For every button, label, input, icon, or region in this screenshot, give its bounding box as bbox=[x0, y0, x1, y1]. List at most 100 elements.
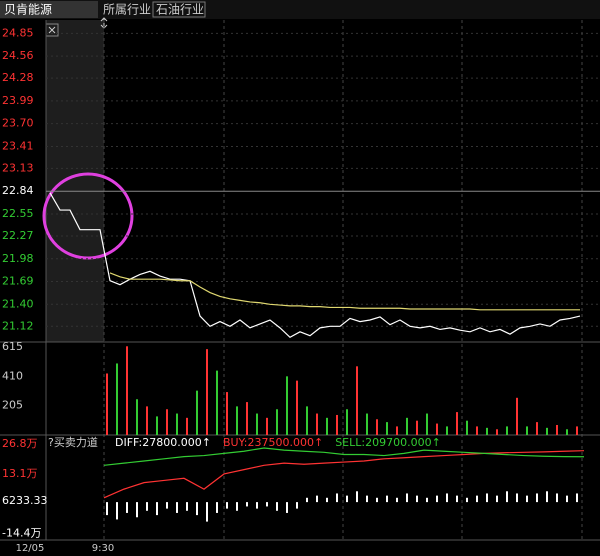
diff-bar bbox=[206, 502, 208, 522]
diff-bar bbox=[266, 502, 268, 507]
volume-bar bbox=[186, 417, 188, 435]
y-tick-label: 6233.33 bbox=[2, 494, 48, 507]
diff-bar bbox=[356, 491, 358, 503]
volume-bar bbox=[136, 399, 138, 435]
volume-bar bbox=[386, 422, 388, 435]
volume-bar bbox=[526, 426, 528, 435]
x-label: 9:30 bbox=[92, 543, 114, 554]
stock-tab bbox=[0, 1, 98, 18]
y-tick-label: 21.98 bbox=[2, 252, 34, 265]
volume-bar bbox=[306, 406, 308, 435]
diff-bar bbox=[166, 502, 168, 509]
stock-name: 贝肯能源 bbox=[4, 3, 52, 17]
diff-bar bbox=[306, 497, 308, 503]
volume-bar bbox=[486, 427, 488, 435]
diff-bar bbox=[486, 493, 488, 503]
volume-bar bbox=[356, 366, 358, 435]
volume-bar bbox=[196, 390, 198, 435]
diff-bar bbox=[286, 502, 288, 513]
volume-bar bbox=[406, 417, 408, 435]
industry-box bbox=[152, 1, 206, 18]
diff-bar bbox=[376, 497, 378, 503]
annotation-circle bbox=[42, 172, 134, 260]
diff-bar bbox=[176, 502, 178, 513]
diff-bar bbox=[516, 493, 518, 503]
line bbox=[109, 272, 580, 311]
volume-bar bbox=[286, 376, 288, 435]
diff-bar bbox=[256, 502, 258, 509]
y-tick-label: 24.56 bbox=[2, 49, 34, 62]
x-label: 12/05 bbox=[16, 543, 45, 554]
y-tick-label: 21.40 bbox=[2, 297, 34, 310]
volume-bar bbox=[476, 426, 478, 435]
volume-bar bbox=[326, 417, 328, 435]
diff-bar bbox=[236, 502, 238, 511]
volume-bar bbox=[366, 413, 368, 435]
volume-bar bbox=[456, 412, 458, 435]
volume-bar bbox=[416, 420, 418, 435]
volume-bar bbox=[106, 373, 108, 435]
y-tick-label: 21.69 bbox=[2, 275, 34, 288]
y-tick-label: -14.4万 bbox=[2, 526, 41, 539]
volume-bar bbox=[236, 406, 238, 435]
volume-bar bbox=[276, 409, 278, 435]
y-tick-label: 22.55 bbox=[2, 207, 34, 220]
y-tick-label: 24.28 bbox=[2, 71, 34, 84]
diff-bar bbox=[216, 502, 218, 513]
y-tick-label: 22.84 bbox=[2, 184, 34, 197]
volume-bar bbox=[246, 402, 248, 435]
diff-bar bbox=[566, 495, 568, 503]
diff-bar bbox=[366, 495, 368, 503]
diff-bar bbox=[246, 502, 248, 507]
volume-bar bbox=[426, 413, 428, 435]
diff-bar bbox=[476, 495, 478, 503]
industry-label: 所属行业 bbox=[103, 3, 151, 17]
legend-entry: SELL:209700.000↑ bbox=[335, 436, 441, 449]
volume-bar bbox=[176, 413, 178, 435]
volume-bar bbox=[376, 419, 378, 435]
y-tick-label: 13.1万 bbox=[2, 467, 38, 480]
indicator-title: ?买卖力道 bbox=[48, 435, 98, 449]
diff-bar bbox=[326, 497, 328, 503]
diff-bar bbox=[496, 495, 498, 503]
line bbox=[49, 192, 581, 339]
y-tick-label: 22.27 bbox=[2, 229, 34, 242]
volume-bar bbox=[146, 406, 148, 435]
volume-bar bbox=[206, 349, 208, 435]
volume-bar bbox=[496, 429, 498, 435]
diff-bar bbox=[126, 502, 128, 513]
y-tick-label: 615 bbox=[2, 340, 23, 353]
volume-bar bbox=[546, 427, 548, 435]
legend-entry: DIFF:27800.000↑ bbox=[115, 436, 211, 449]
diff-bar bbox=[426, 497, 428, 503]
diff-bar bbox=[186, 502, 188, 511]
diff-bar bbox=[556, 493, 558, 503]
y-tick-label: 23.70 bbox=[2, 117, 34, 130]
volume-bar bbox=[506, 426, 508, 435]
volume-bar bbox=[436, 423, 438, 435]
volume-bar bbox=[536, 422, 538, 435]
volume-bar bbox=[126, 346, 128, 435]
y-tick-label: 21.12 bbox=[2, 319, 34, 332]
diff-bar bbox=[386, 495, 388, 503]
diff-bar bbox=[456, 495, 458, 503]
diff-bar bbox=[106, 502, 108, 516]
volume-bar bbox=[516, 397, 518, 435]
diff-bar bbox=[276, 502, 278, 511]
volume-bar bbox=[396, 426, 398, 435]
volume-bar bbox=[166, 409, 168, 435]
volume-bar bbox=[566, 429, 568, 435]
volume-bar bbox=[346, 409, 348, 435]
time-grid bbox=[103, 20, 583, 540]
line bbox=[103, 450, 585, 499]
diff-bar bbox=[466, 497, 468, 503]
diff-bar bbox=[146, 502, 148, 511]
volume-bar bbox=[296, 380, 298, 435]
volume-bar bbox=[576, 426, 578, 435]
y-tick-label: 26.8万 bbox=[2, 437, 38, 450]
y-tick-label: 23.41 bbox=[2, 139, 34, 152]
y-tick-label: 24.85 bbox=[2, 26, 34, 39]
top-bar bbox=[0, 0, 600, 19]
